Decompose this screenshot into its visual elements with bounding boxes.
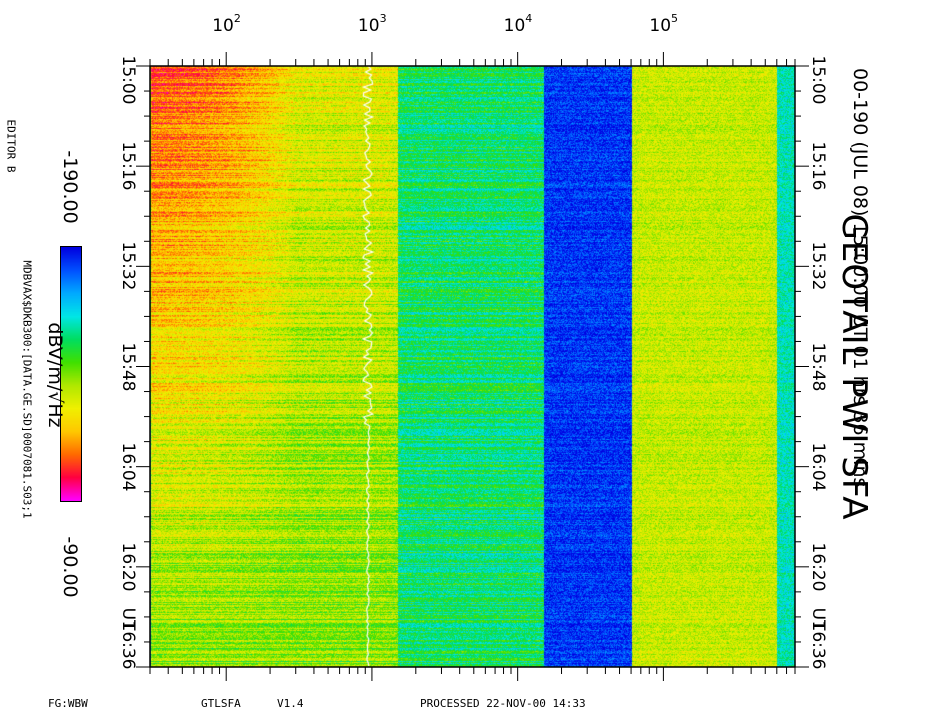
footer-version: V1.4 bbox=[277, 697, 304, 710]
footer-processed: PROCESSED 22-NOV-00 14:33 bbox=[420, 697, 586, 710]
y-tick-label: 15:32 bbox=[808, 241, 828, 291]
spectrogram-heatmap bbox=[150, 66, 795, 667]
y-tick-label: 16:20 bbox=[808, 542, 828, 592]
x-tick-label: 105 bbox=[649, 12, 679, 36]
y-tick-label: 15:00 bbox=[808, 55, 828, 105]
footer-left: FG:WBW bbox=[48, 697, 88, 710]
y-tick-label: 15:00 bbox=[118, 55, 138, 105]
footer-program: GTLSFA bbox=[201, 697, 241, 710]
plot-border bbox=[149, 65, 796, 668]
x-tick-label: 103 bbox=[357, 12, 387, 36]
x-tick-label: 104 bbox=[503, 12, 533, 36]
chart-subtitle: 00-190 (JUL 08) 15:00:00 UT 01 hrs 36 mi… bbox=[849, 68, 871, 488]
y-tick-label: 15:48 bbox=[118, 342, 138, 391]
colorbar bbox=[60, 246, 82, 502]
y-tick-label: 15:16 bbox=[118, 141, 138, 191]
y-tick-label: 16:04 bbox=[808, 442, 828, 492]
plot-frame bbox=[149, 65, 796, 668]
y-tick-label: 16:20 bbox=[118, 542, 138, 592]
x-tick-label: 102 bbox=[212, 12, 241, 36]
x-axis-ticks bbox=[149, 52, 796, 681]
y-tick-label: 15:32 bbox=[118, 241, 138, 291]
colorbar-max-label: -90.00 bbox=[59, 536, 81, 598]
file-path-label: MDBVAX$DKB300:[DATA.GE.SD]0007081.S03;1 bbox=[20, 260, 34, 519]
y-axis-ticks bbox=[136, 65, 809, 668]
editor-label: EDITOR B bbox=[4, 119, 18, 173]
colorbar-min-label: -190.00 bbox=[59, 150, 81, 224]
colorbar-unit-label: dBV/m/√Hz bbox=[44, 322, 66, 428]
y-axis-unit: UT bbox=[118, 607, 138, 631]
y-tick-label: 15:16 bbox=[808, 141, 828, 191]
colorbar-gradient bbox=[61, 247, 81, 501]
y-axis-unit: UT bbox=[808, 607, 828, 631]
y-tick-label: 15:48 bbox=[808, 342, 828, 391]
y-tick-label: 16:04 bbox=[118, 442, 138, 492]
